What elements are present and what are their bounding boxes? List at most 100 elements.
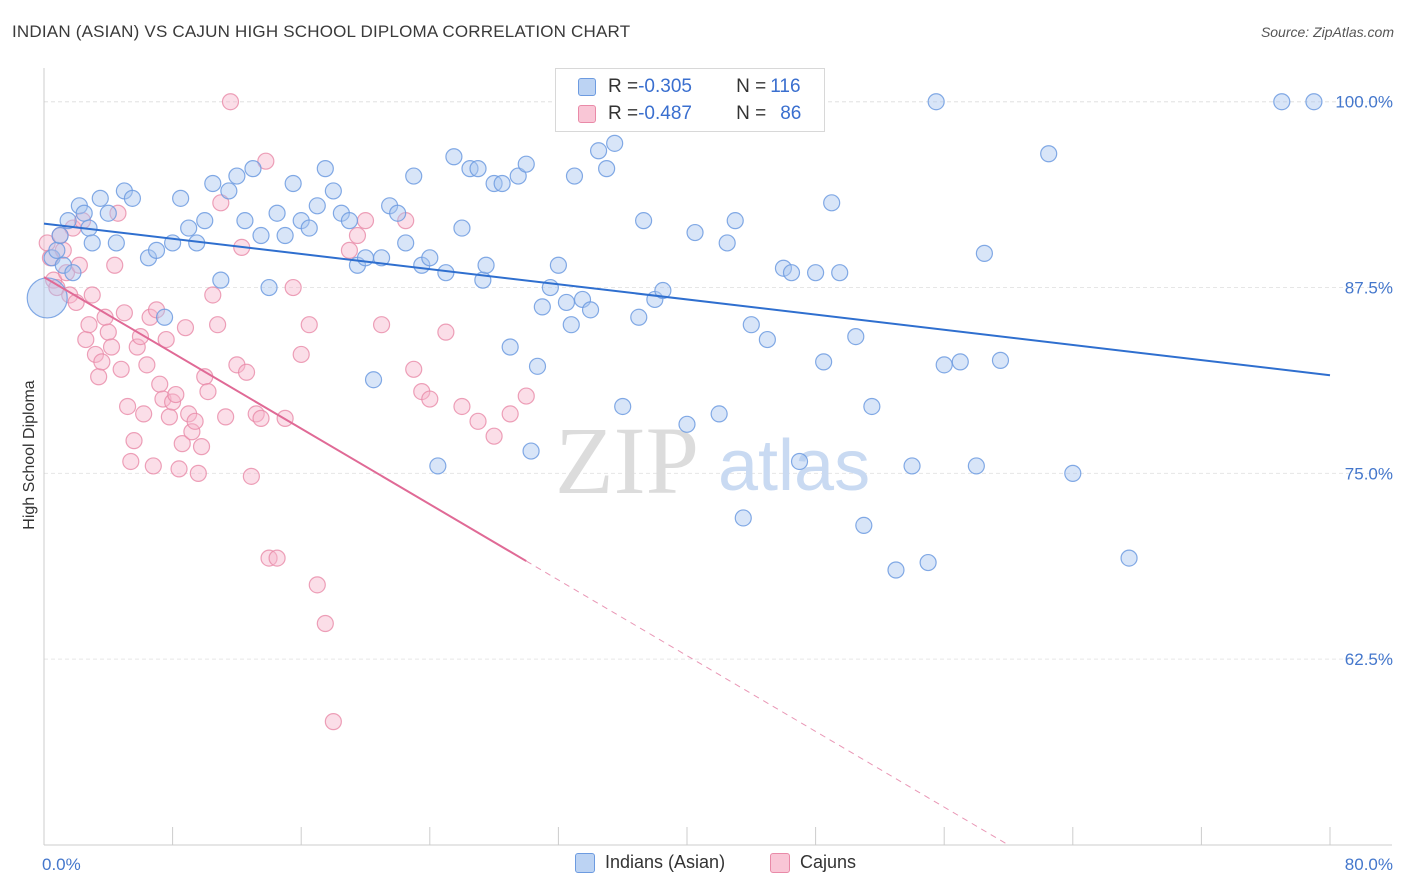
indians-asian-point	[855, 516, 873, 534]
indians-asian-point	[356, 249, 375, 267]
cajuns-point	[517, 387, 535, 405]
cajuns-point	[176, 319, 195, 337]
y-tick-label: 87.5%	[1345, 279, 1393, 298]
legend-r-label: R =	[608, 76, 639, 97]
trend-lines	[43, 222, 1331, 846]
indians-asian-point	[517, 155, 535, 173]
indians-asian-point	[654, 281, 672, 300]
cajuns-point	[192, 438, 211, 456]
indians-asian-point	[59, 212, 77, 230]
watermark: ZIP atlas	[555, 407, 870, 514]
cajuns-point	[138, 356, 156, 374]
indians-asian-point	[123, 189, 142, 207]
indians-asian-point	[634, 212, 653, 230]
indians-asian-point	[147, 241, 166, 259]
cajuns-point	[167, 385, 185, 404]
indians-asian-point	[99, 204, 117, 222]
cajuns-point	[212, 194, 230, 212]
indians-asian-point	[927, 93, 945, 111]
x-tick-label: 0.0%	[42, 855, 81, 874]
legend-n-label: N =	[736, 76, 767, 97]
indians-asian-point	[598, 160, 616, 178]
legend-item-label: Indians (Asian)	[605, 852, 726, 872]
indians-asian-point	[887, 561, 905, 579]
cajuns-point	[356, 212, 375, 230]
legend-item-cajuns[interactable]: Cajuns	[770, 852, 856, 873]
indians-asian-point	[155, 308, 174, 326]
indians-asian-point	[1273, 93, 1291, 111]
cajuns-points	[38, 93, 535, 731]
indians-asian-point	[405, 167, 423, 185]
indians-asian-point	[397, 234, 415, 252]
legend-row-cajuns: R = -0.487 N = 86	[578, 101, 801, 127]
legend-n-label: N =	[736, 103, 767, 124]
indians-asian-point	[324, 182, 342, 200]
cajuns-trend-extension	[525, 560, 1009, 846]
indians-asian-point	[284, 174, 302, 193]
stats-legend: R = -0.305 N = 116 R = -0.487 N = 86	[555, 68, 825, 132]
legend-swatch-pink	[770, 852, 790, 873]
cajuns-point	[237, 363, 256, 381]
indians-asian-point	[196, 212, 214, 230]
indians-asian-point	[236, 212, 254, 230]
indians-asian-points	[26, 93, 1323, 579]
indians-asian-point	[421, 249, 439, 267]
indians-asian-point	[260, 278, 278, 297]
legend-r-value: -0.487	[638, 103, 692, 124]
cajuns-point	[284, 278, 302, 297]
cajuns-point	[186, 412, 204, 430]
cajuns-point	[209, 316, 227, 334]
indians-asian-point	[429, 457, 447, 475]
indians-asian-point	[372, 249, 391, 267]
indians-asian-point	[340, 212, 359, 230]
indians-asian-point	[477, 256, 495, 274]
cajuns-point	[183, 423, 201, 441]
indians-asian-point	[308, 197, 326, 215]
cajuns-point	[160, 408, 178, 426]
cajuns-point	[308, 576, 326, 594]
cajuns-point	[77, 330, 95, 349]
cajuns-point	[292, 345, 310, 364]
cajuns-point	[437, 323, 455, 341]
cajuns-point	[199, 383, 217, 401]
legend-swatch-blue	[575, 852, 595, 873]
indians-asian-point	[1120, 549, 1138, 567]
cajuns-point	[469, 412, 487, 430]
cajuns-point	[170, 460, 188, 478]
y-tick-label: 62.5%	[1345, 650, 1393, 669]
cajuns-point	[340, 241, 359, 259]
indians-asian-point	[453, 219, 471, 237]
indians-asian-point	[606, 134, 624, 152]
cajuns-point	[106, 256, 124, 274]
indians-trend-line	[43, 222, 1331, 377]
indians-asian-point	[389, 204, 407, 222]
cajuns-point	[83, 286, 101, 304]
x-tick-label: 80.0%	[1345, 855, 1393, 874]
indians-asian-point	[64, 264, 82, 282]
indians-asian-point	[774, 259, 793, 277]
cajuns-point	[112, 360, 130, 378]
cajuns-point	[80, 316, 98, 334]
cajuns-point	[405, 360, 423, 378]
indians-asian-point	[493, 174, 511, 193]
indians-asian-point	[549, 256, 568, 274]
indians-asian-point	[734, 509, 752, 527]
indians-asian-point	[831, 264, 849, 282]
cajuns-point	[125, 432, 143, 450]
cajuns-point	[324, 713, 342, 731]
indians-asian-point	[847, 328, 865, 346]
legend-item-indians[interactable]: Indians (Asian)	[575, 852, 725, 873]
indians-asian-point	[276, 226, 294, 245]
series-legend: Indians (Asian) Cajuns	[0, 852, 1406, 878]
indians-asian-point	[528, 357, 547, 375]
cajuns-point	[144, 457, 162, 475]
indians-asian-point	[83, 234, 101, 252]
cajuns-point	[221, 93, 240, 111]
cajuns-point	[173, 435, 191, 453]
cajuns-point	[204, 286, 222, 304]
indians-asian-point	[975, 244, 993, 262]
indians-asian-point	[204, 174, 222, 193]
indians-asian-point	[316, 160, 334, 178]
indians-asian-point	[967, 457, 985, 475]
